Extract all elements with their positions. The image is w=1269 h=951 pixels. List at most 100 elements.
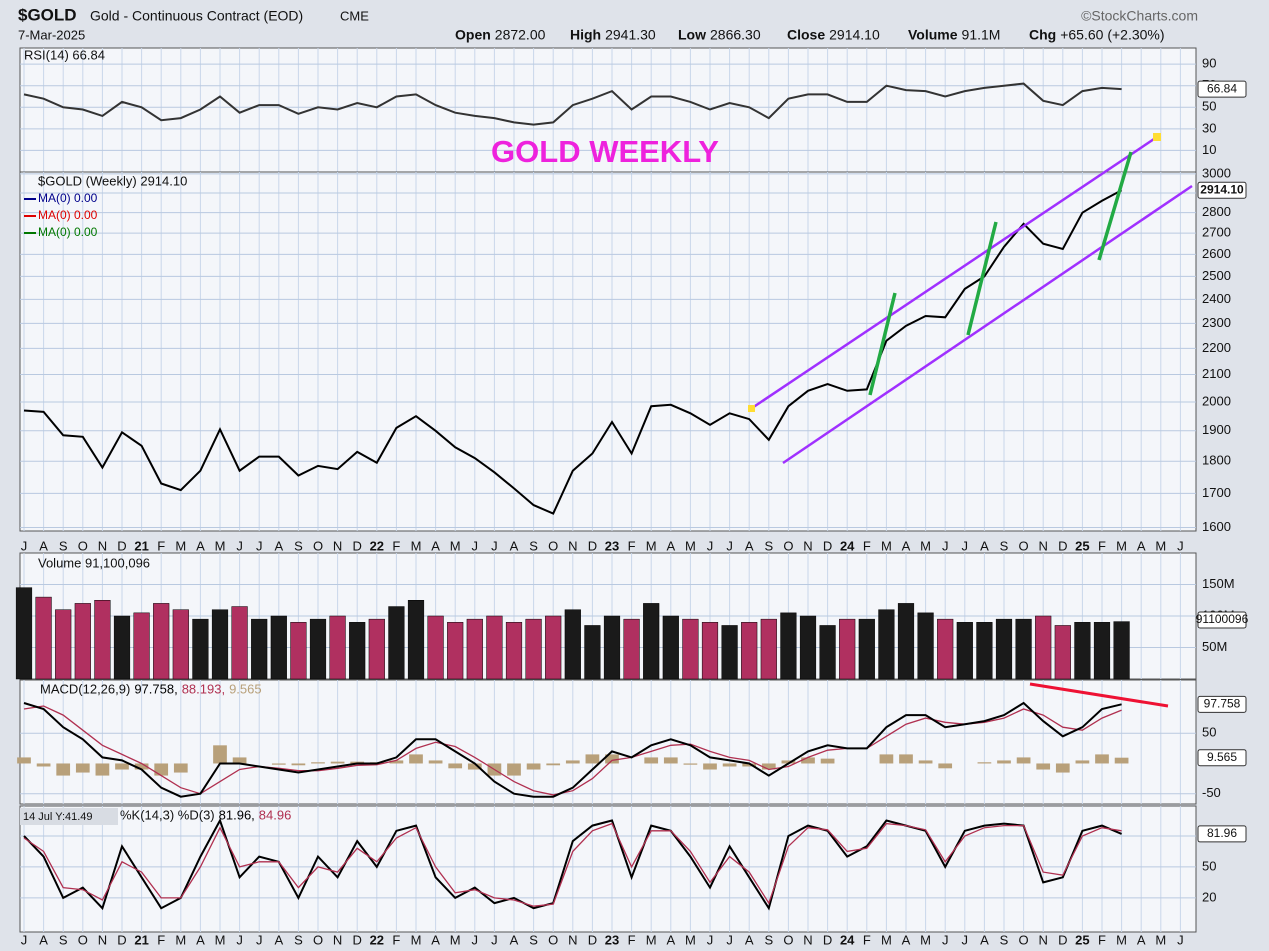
histogram-bar [173,763,188,773]
x-tick-label: A [274,538,283,553]
x-tick-label: A [510,538,519,553]
crosshair-label: 14 Jul Y:41.49 [23,811,93,823]
x-tick-label: O [313,538,323,553]
x-tick-label: O [313,932,323,947]
x-tick-label: O [783,538,793,553]
x-tick-label: J [472,932,479,947]
volume-bar [623,618,640,680]
x-tick-label: M [646,538,657,553]
x-tick-label: 24 [840,538,855,553]
x-tick-label: S [294,538,303,553]
x-tick-label: J [726,538,733,553]
series-line [23,822,1122,907]
x-tick-label: J [491,932,498,947]
y-tick-label: 2700 [1202,225,1231,240]
quote-value: 2866.30 [710,27,761,43]
volume-bar [956,622,973,680]
histogram-bar [1075,760,1090,764]
volume-bar [819,625,836,680]
volume-bar [15,587,33,680]
legend-entry: MA(0) 0.00 [38,225,98,239]
x-tick-label: A [980,538,989,553]
volume-bar [564,609,581,680]
histogram-bar [232,757,247,764]
value-tag [1197,611,1247,629]
volume-bar [1015,618,1032,680]
x-tick-label: A [39,932,48,947]
histogram-bar [154,763,169,776]
histogram-bar [879,754,894,764]
x-tick-label: O [1019,932,1029,947]
x-tick-label: D [588,538,597,553]
quote-value: 2872.00 [495,27,546,43]
histogram-bar [1055,763,1070,773]
x-tick-label: F [1098,538,1106,553]
histogram-bar [95,763,110,776]
volume-bar [74,603,91,680]
x-tick-label: M [881,538,892,553]
x-tick-label: M [920,538,931,553]
legend-entry: MA(0) 0.00 [38,208,98,222]
y-tick-label: 3000 [1202,165,1231,180]
histogram-bar [546,763,561,766]
panel-title-value: 84.96 [259,807,292,822]
histogram-bar [134,763,149,770]
quote-value: 2941.30 [605,27,656,43]
volume-bar [995,618,1013,680]
histogram-bar [605,754,619,764]
y-tick-label: 10 [1202,142,1216,157]
x-tick-label: J [942,538,949,553]
y-tick-label: 2400 [1202,291,1231,306]
value-tag-label: 9.565 [1207,750,1237,764]
volume-bar [799,615,817,680]
x-tick-label: F [863,932,871,947]
y-tick-label: 2100 [1202,366,1231,381]
volume-bar [349,622,366,680]
x-tick-label: N [333,538,342,553]
x-tick-label: F [392,932,400,947]
x-tick-label: N [333,932,342,947]
series-line [23,82,1122,126]
x-tick-label: S [59,932,68,947]
histogram-bar [565,760,580,764]
x-tick-label: D [117,932,126,947]
x-tick-label: D [1058,538,1067,553]
volume-bar [486,615,503,680]
volume-bar [525,618,542,680]
value-tag-label: 97.758 [1204,697,1241,711]
volume-bar [1093,622,1111,680]
volume-bar [270,615,287,680]
x-tick-label: F [157,538,165,553]
y-tick-label: 90 [1202,56,1216,71]
x-tick-label: S [1000,932,1009,947]
x-tick-label: N [1039,932,1048,947]
y-tick-label: 1900 [1202,422,1231,437]
volume-bar [721,625,738,680]
panel [19,679,1197,805]
x-tick-label: F [392,538,400,553]
x-tick-label: M [411,932,422,947]
symbol: $GOLD [18,5,77,24]
green-line [1097,151,1133,261]
x-tick-label: A [666,932,675,947]
panel [19,47,1197,173]
volume-bar [1054,625,1071,680]
volume-bar [1113,621,1130,680]
x-tick-label: J [707,932,714,947]
x-tick-label: M [685,538,696,553]
volume-bar [290,622,307,680]
volume-bar [603,615,621,680]
volume-bar [545,615,562,680]
volume-bar [976,622,993,680]
x-tick-label: M [450,932,461,947]
green-line [868,292,897,396]
volume-bar [897,603,915,680]
volume-bar [584,625,601,680]
x-tick-label: J [707,538,714,553]
y-tick-label: 50 [1202,858,1216,873]
histogram-bar [585,754,600,764]
legend-entry: MA(0) 0.00 [38,191,98,205]
x-tick-label: O [1019,538,1029,553]
volume-bar [153,603,170,680]
